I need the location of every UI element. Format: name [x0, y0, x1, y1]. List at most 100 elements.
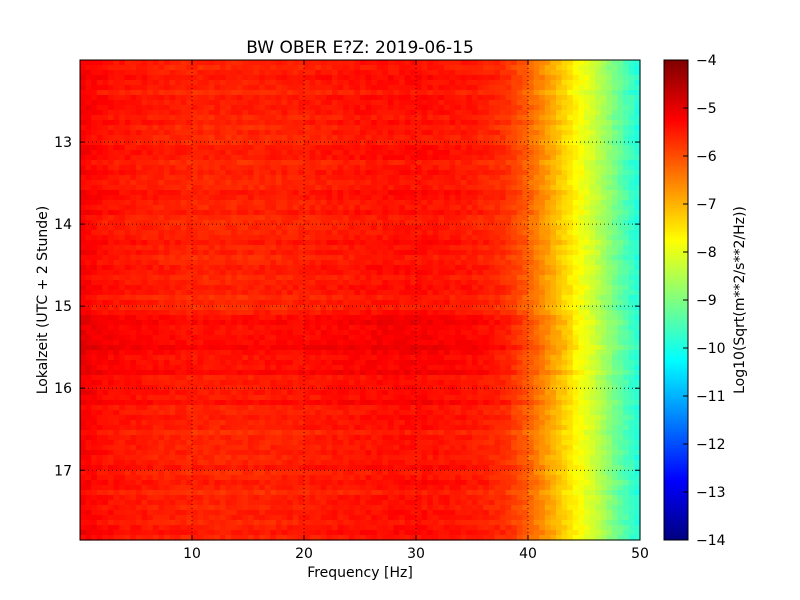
- heatmap-cell: [242, 75, 249, 81]
- heatmap-cell: [572, 125, 579, 131]
- heatmap-cell: [578, 235, 585, 241]
- heatmap-cell: [136, 70, 143, 76]
- heatmap-cell: [108, 95, 115, 101]
- heatmap-cell: [354, 225, 361, 231]
- heatmap-cell: [225, 90, 232, 96]
- heatmap-cell: [399, 200, 406, 206]
- heatmap-cell: [214, 265, 221, 271]
- heatmap-cell: [488, 145, 495, 151]
- heatmap-cell: [404, 185, 411, 191]
- heatmap-cell: [304, 270, 311, 276]
- heatmap-cell: [315, 145, 322, 151]
- heatmap-cell: [617, 75, 624, 81]
- heatmap-cell: [80, 85, 87, 91]
- heatmap-cell: [231, 155, 238, 161]
- heatmap-cell: [231, 280, 238, 286]
- heatmap-cell: [192, 270, 199, 276]
- heatmap-cell: [376, 70, 383, 76]
- heatmap-cell: [376, 60, 383, 66]
- heatmap-cell: [292, 250, 299, 256]
- heatmap-cell: [236, 260, 243, 266]
- heatmap-cell: [522, 80, 529, 86]
- heatmap-cell: [231, 145, 238, 151]
- heatmap-cell: [404, 110, 411, 116]
- heatmap-cell: [214, 80, 221, 86]
- heatmap-cell: [455, 290, 462, 296]
- heatmap-cell: [393, 225, 400, 231]
- heatmap-cell: [539, 155, 546, 161]
- heatmap-cell: [287, 150, 294, 156]
- heatmap-cell: [180, 70, 187, 76]
- heatmap-cell: [175, 175, 182, 181]
- heatmap-cell: [572, 275, 579, 281]
- heatmap-cell: [102, 290, 109, 296]
- heatmap-cell: [416, 295, 423, 301]
- heatmap-cell: [556, 250, 563, 256]
- heatmap-cell: [96, 65, 103, 71]
- heatmap-cell: [236, 95, 243, 101]
- heatmap-cell: [444, 75, 451, 81]
- heatmap-cell: [550, 95, 557, 101]
- heatmap-cell: [382, 235, 389, 241]
- heatmap-cell: [617, 90, 624, 96]
- heatmap-cell: [130, 165, 137, 171]
- heatmap-cell: [550, 220, 557, 226]
- heatmap-cell: [360, 230, 367, 236]
- heatmap-cell: [589, 65, 596, 71]
- heatmap-cell: [500, 160, 507, 166]
- heatmap-cell: [164, 75, 171, 81]
- heatmap-cell: [528, 220, 535, 226]
- heatmap-cell: [348, 265, 355, 271]
- heatmap-cell: [421, 155, 428, 161]
- heatmap-cell: [617, 190, 624, 196]
- heatmap-cell: [438, 265, 445, 271]
- heatmap-cell: [544, 75, 551, 81]
- heatmap-cell: [175, 155, 182, 161]
- heatmap-cell: [388, 185, 395, 191]
- heatmap-cell: [192, 190, 199, 196]
- heatmap-cell: [236, 125, 243, 131]
- heatmap-cell: [617, 100, 624, 106]
- heatmap-cell: [136, 130, 143, 136]
- heatmap-cell: [533, 130, 540, 136]
- heatmap-cell: [472, 155, 479, 161]
- heatmap-cell: [584, 280, 591, 286]
- heatmap-cell: [438, 255, 445, 261]
- heatmap-cell: [348, 175, 355, 181]
- heatmap-cell: [567, 165, 574, 171]
- heatmap-cell: [152, 160, 159, 166]
- heatmap-cell: [348, 285, 355, 291]
- heatmap-cell: [281, 110, 288, 116]
- heatmap-cell: [628, 215, 635, 221]
- heatmap-cell: [124, 305, 131, 311]
- heatmap-cell: [427, 115, 434, 121]
- heatmap-cell: [180, 80, 187, 86]
- heatmap-cell: [147, 205, 154, 211]
- heatmap-cell: [343, 270, 350, 276]
- heatmap-cell: [315, 215, 322, 221]
- heatmap-cell: [253, 175, 260, 181]
- heatmap-cell: [108, 305, 115, 311]
- heatmap-cell: [432, 110, 439, 116]
- heatmap-cell: [242, 135, 249, 141]
- heatmap-cell: [404, 95, 411, 101]
- heatmap-cell: [85, 90, 92, 96]
- heatmap-cell: [393, 100, 400, 106]
- heatmap-cell: [421, 190, 428, 196]
- heatmap-cell: [298, 300, 305, 306]
- heatmap-cell: [186, 250, 193, 256]
- heatmap-cell: [124, 215, 131, 221]
- heatmap-cell: [304, 245, 311, 251]
- heatmap-cell: [511, 265, 518, 271]
- heatmap-cell: [606, 200, 613, 206]
- heatmap-cell: [203, 60, 210, 66]
- heatmap-cell: [332, 200, 339, 206]
- heatmap-cell: [382, 95, 389, 101]
- heatmap-cell: [477, 265, 484, 271]
- heatmap-cell: [488, 250, 495, 256]
- heatmap-cell: [595, 245, 602, 251]
- heatmap-cell: [623, 135, 630, 141]
- heatmap-cell: [91, 165, 98, 171]
- heatmap-cell: [242, 300, 249, 306]
- heatmap-cell: [298, 150, 305, 156]
